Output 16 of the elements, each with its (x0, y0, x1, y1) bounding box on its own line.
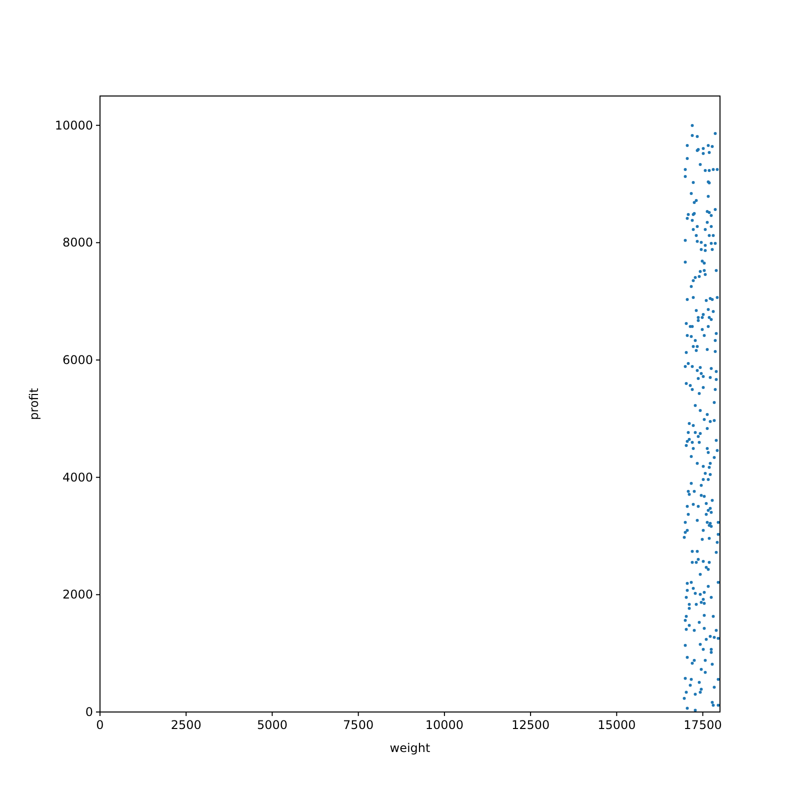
x-tick-label: 15000 (598, 718, 636, 732)
y-tick-label: 10000 (54, 118, 93, 132)
y-tick-label: 0 (85, 705, 93, 719)
y-tick-label: 8000 (62, 236, 93, 250)
x-tick-label: 0 (96, 718, 104, 732)
x-tick-label: 7500 (343, 718, 374, 732)
y-axis-title: profit (27, 388, 41, 420)
y-tick-label: 4000 (62, 470, 93, 484)
x-tick-label: 5000 (256, 718, 288, 732)
x-tick-label: 2500 (170, 718, 202, 732)
x-tick-label: 12500 (511, 718, 550, 732)
x-tick-label: 10000 (425, 718, 464, 732)
x-tick-label: 17500 (684, 718, 722, 732)
y-tick-label: 2000 (62, 588, 93, 602)
x-axis-title: weight (390, 741, 431, 755)
y-tick-label: 6000 (62, 353, 93, 367)
